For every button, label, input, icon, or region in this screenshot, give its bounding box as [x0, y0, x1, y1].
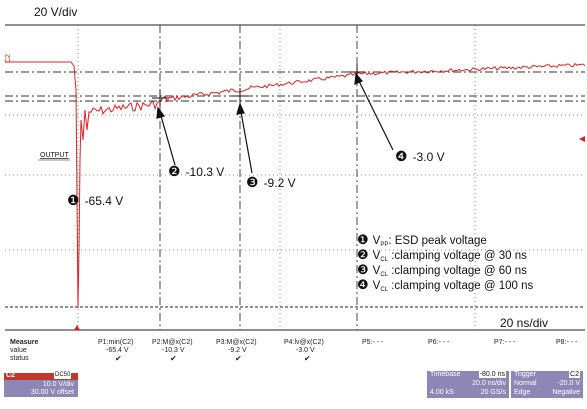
param-status-1: ✔	[115, 354, 122, 363]
trigger-time-marker[interactable]	[74, 325, 80, 330]
vertical-scale-label: 20 V/div	[34, 5, 77, 19]
param-status-2: ✔	[170, 354, 177, 363]
trigger-channel: C2	[569, 371, 580, 378]
channel-marker[interactable]: C2	[5, 54, 12, 63]
timebase-per-div: 20.0 ns/div	[472, 380, 506, 387]
cursor-cross-2[interactable]	[152, 90, 168, 106]
timebase-box[interactable]: Timebase -80.0 ns 20.0 ns/div 4.00 kS 20…	[427, 371, 509, 398]
trigger-label: Trigger	[514, 371, 536, 378]
timebase-samples: 4.00 kS	[430, 389, 454, 396]
trigger-level: -20.0 V	[557, 380, 580, 387]
channel-box-offset: 30.00 V offset	[30, 389, 74, 396]
graticule	[5, 24, 585, 331]
annotation-2: ❷ -10.3 V	[168, 163, 224, 179]
measure-header: Measure	[10, 339, 39, 346]
trigger-level-marker[interactable]	[579, 136, 585, 142]
param-name-1[interactable]: P1:min(C2)	[98, 339, 134, 346]
timebase-delay: -80.0 ns	[478, 371, 506, 378]
measure-row-status-label: status	[10, 355, 29, 362]
trigger-type: Edge	[514, 389, 531, 396]
trigger-box[interactable]: Trigger C2 Normal -20.0 V Edge Negative	[511, 371, 583, 398]
timebase-rate: 20 GS/s	[480, 389, 506, 396]
legend: ❶ VPP: ESD peak voltage ❷ VCL :clamping vo…	[357, 232, 534, 293]
annotation-1: ❶ -65.4 V	[67, 192, 123, 208]
trigger-slope: Negative	[552, 389, 580, 396]
param-name-5[interactable]: P5:- - -	[362, 339, 384, 346]
param-value-3: -9.2 V	[228, 347, 247, 354]
timebase-label: Timebase	[430, 371, 461, 378]
param-name-8[interactable]: P8:- - -	[556, 339, 578, 346]
channel-box-name: C2	[6, 372, 15, 379]
param-name-4[interactable]: P4:lv@x(C2)	[284, 339, 324, 346]
waveform-trace	[5, 61, 586, 309]
param-status-4: ✔	[304, 354, 311, 363]
channel-box[interactable]: C2 DC50 10.0 V/div 30.00 V offset	[4, 372, 78, 397]
cursor-cross-3[interactable]	[232, 88, 248, 104]
param-name-3[interactable]: P3:M@x(C2)	[216, 339, 257, 346]
svg-text:C2: C2	[5, 54, 12, 63]
horizontal-scale-label: 20 ns/div	[500, 316, 548, 330]
param-status-3: ✔	[235, 354, 242, 363]
output-label: OUTPUT	[40, 152, 70, 159]
param-name-6[interactable]: P6:- - -	[428, 339, 450, 346]
annotation-3: ❸ -9.2 V	[246, 174, 296, 190]
param-value-2: -10.3 V	[162, 347, 185, 354]
param-value-1: -65.4 V	[106, 347, 129, 354]
annotation-4: ❹ -3.0 V	[395, 148, 445, 164]
trigger-mode: Normal	[514, 380, 537, 387]
param-name-2[interactable]: P2:M@x(C2)	[152, 339, 193, 346]
channel-box-scale: 10.0 V/div	[42, 381, 74, 388]
channel-box-tag: DC50	[54, 372, 72, 379]
measure-row-value-label: value	[10, 347, 27, 354]
param-name-7[interactable]: P7:- - -	[494, 339, 516, 346]
param-value-4: -3.0 V	[296, 347, 315, 354]
